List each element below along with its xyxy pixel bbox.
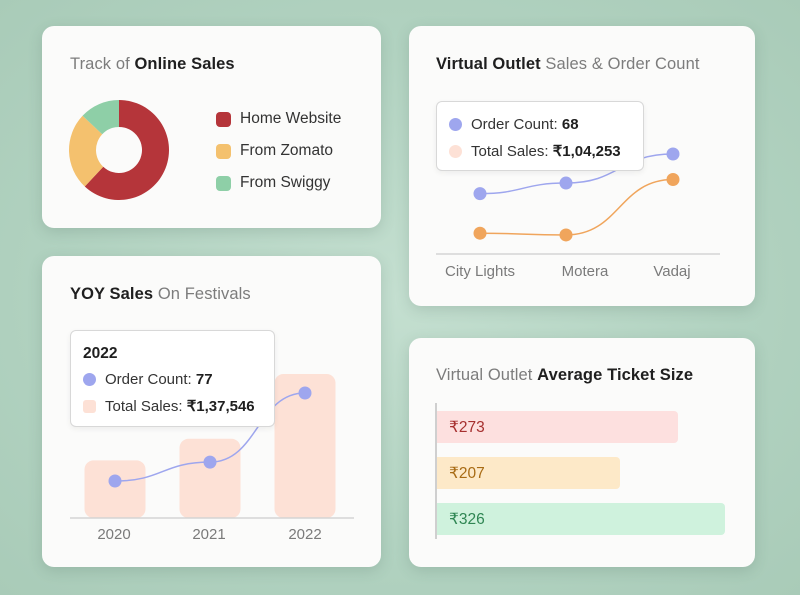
- sales-value: ₹1,37,546: [186, 398, 255, 415]
- legend-label: From Swiggy: [240, 174, 331, 191]
- order-dot: [83, 373, 96, 386]
- x-tick-2020: 2020: [97, 526, 131, 543]
- sales-dot: [83, 399, 96, 413]
- ticket-axis-line: [435, 403, 437, 539]
- online-sales-title: Track of Online Sales: [70, 55, 235, 73]
- yoy-tooltip: 2022 Order Count: 77 Total Sales: ₹1,37,…: [70, 330, 275, 427]
- sales-value: ₹1,04,253: [552, 143, 621, 160]
- legend-swatch-yellow: [216, 143, 231, 159]
- bar-label: ₹326: [449, 510, 485, 528]
- bar-label: ₹273: [449, 418, 485, 436]
- legend-swatch-red: [216, 111, 231, 127]
- order-label: Order Count:: [105, 371, 192, 388]
- tooltip-sales-row: Total Sales: ₹1,37,546: [83, 397, 255, 415]
- yoy-sales-title: YOY Sales On Festivals: [70, 285, 251, 303]
- tooltip-year: 2022: [83, 345, 118, 362]
- sales-dot: [449, 144, 462, 158]
- order-value: 68: [561, 116, 579, 133]
- order-label: Order Count:: [471, 116, 558, 133]
- ticket-bar-273: ₹273: [437, 411, 679, 443]
- order-dot: [449, 118, 462, 131]
- sales-label: Total Sales:: [105, 397, 183, 415]
- virtual-outlet-title: Virtual Outlet Sales & Order Count: [436, 55, 700, 73]
- legend-home-website: Home Website: [216, 110, 341, 128]
- legend-label: Home Website: [240, 110, 342, 127]
- x-tick-2021: 2021: [192, 526, 226, 543]
- ticket-size-title: Virtual Outlet Average Ticket Size: [436, 366, 694, 384]
- bar-label: ₹207: [449, 464, 485, 482]
- x-tick-2022: 2022: [288, 526, 322, 543]
- x-tick-city-lights: City Lights: [444, 263, 516, 280]
- legend-swatch-green: [216, 175, 231, 191]
- legend-from-swiggy: From Swiggy: [216, 174, 330, 192]
- ticket-bar-207: ₹207: [437, 457, 620, 489]
- x-tick-motera: Motera: [561, 263, 609, 280]
- legend-from-zomato: From Zomato: [216, 142, 333, 160]
- legend-label: From Zomato: [240, 142, 334, 159]
- tooltip-order-row: Order Count: 77: [83, 371, 213, 388]
- tooltip-sales-row: Total Sales: ₹1,04,253: [449, 142, 621, 160]
- ticket-bar-326: ₹326: [437, 503, 725, 535]
- order-value: 77: [195, 371, 213, 388]
- x-tick-vadaj: Vadaj: [653, 263, 691, 280]
- virtual-outlet-tooltip: Order Count: 68 Total Sales: ₹1,04,253: [436, 101, 644, 171]
- sales-label: Total Sales:: [471, 142, 549, 160]
- tooltip-order-row: Order Count: 68: [449, 116, 579, 133]
